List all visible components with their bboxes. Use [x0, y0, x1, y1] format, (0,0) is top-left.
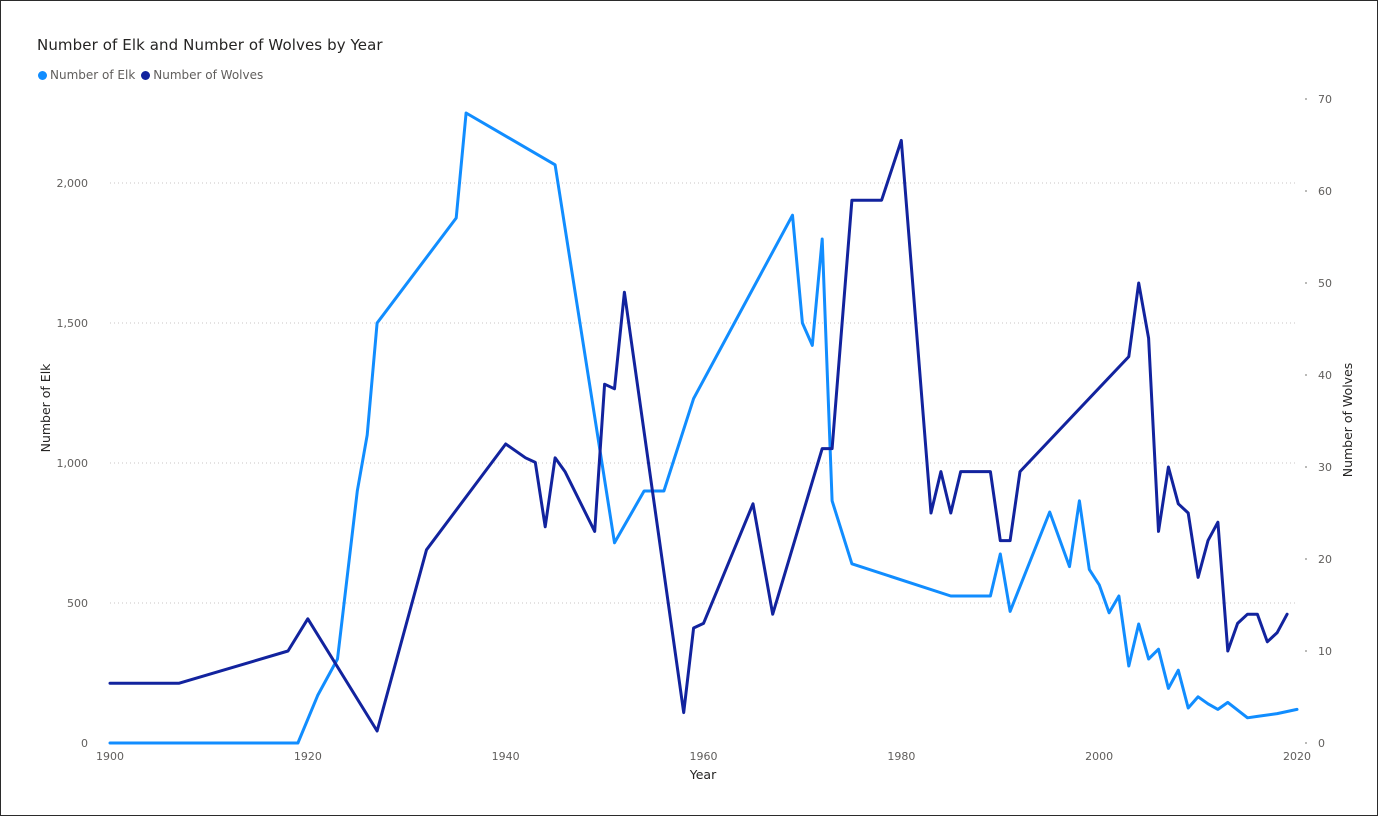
chart-legend: Number of Elk Number of Wolves [38, 68, 269, 82]
y-right-tick-mark [1305, 650, 1307, 652]
y-right-tick-label: 30 [1318, 461, 1332, 474]
y-right-tick-label: 60 [1318, 185, 1332, 198]
legend-label-elk: Number of Elk [50, 68, 136, 82]
x-tick-label: 1960 [690, 750, 718, 763]
x-tick-label: 1980 [887, 750, 915, 763]
y-left-tick-label: 500 [67, 597, 88, 610]
y-left-tick-label: 2,000 [57, 177, 89, 190]
legend-marker-elk [38, 70, 47, 80]
x-axis-title: Year [689, 767, 717, 782]
y-right-tick-mark [1305, 190, 1307, 192]
y-left-tick-label: 0 [81, 737, 88, 750]
y-right-tick-label: 70 [1318, 93, 1332, 106]
y-right-tick-mark [1305, 98, 1307, 100]
elk-series-line [108, 111, 1299, 745]
series-lines [108, 111, 1299, 745]
y-right-tick-mark [1305, 282, 1307, 284]
x-tick-label: 1920 [294, 750, 322, 763]
x-tick-label: 2000 [1085, 750, 1113, 763]
right-axis-ticks: 0 10 20 30 40 50 60 70 [1305, 93, 1332, 750]
y-right-tick-mark [1305, 466, 1307, 468]
y-right-tick-mark [1305, 558, 1307, 560]
y-left-tick-label: 1,500 [57, 317, 89, 330]
y-right-tick-label: 0 [1318, 737, 1325, 750]
y-right-tick-label: 20 [1318, 553, 1332, 566]
y-right-tick-mark [1305, 374, 1307, 376]
x-tick-label: 2020 [1283, 750, 1311, 763]
y-right-tick-label: 40 [1318, 369, 1332, 382]
chart-title: Number of Elk and Number of Wolves by Ye… [37, 36, 383, 54]
legend-marker-wolves [141, 70, 151, 80]
grid-lines [110, 182, 1297, 604]
y-right-tick-mark [1305, 742, 1307, 744]
left-axis-ticks: 0 500 1,000 1,500 2,000 [57, 177, 89, 750]
y-axis-title-left: Number of Elk [38, 363, 53, 453]
x-tick-label: 1940 [492, 750, 520, 763]
x-axis-ticks: 1900 1920 1940 1960 1980 2000 2020 [96, 750, 1311, 763]
x-tick-label: 1900 [96, 750, 124, 763]
y-right-tick-label: 10 [1318, 645, 1332, 658]
y-right-tick-label: 50 [1318, 277, 1332, 290]
legend-label-wolves: Number of Wolves [153, 68, 264, 82]
legend-item-elk[interactable]: Number of Elk [38, 68, 135, 82]
wolves-series-line [108, 138, 1289, 733]
legend-item-wolves[interactable]: Number of Wolves [141, 68, 263, 82]
y-left-tick-label: 1,000 [57, 457, 89, 470]
y-axis-title-right: Number of Wolves [1340, 363, 1355, 478]
